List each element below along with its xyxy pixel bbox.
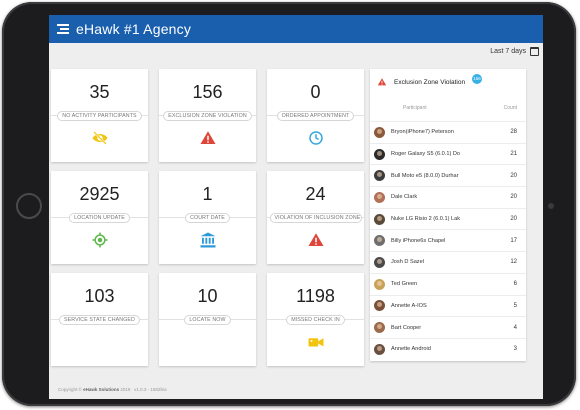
avatar xyxy=(374,191,385,203)
list-item[interactable]: Bull Moto e5 (8.0.0) Durhar 20 xyxy=(370,164,526,186)
card-location-update[interactable]: 2925 LOCATION UPDATE xyxy=(51,171,148,264)
copyright-text: Copyright © xyxy=(58,387,82,392)
card-label: LOCATE NOW xyxy=(184,315,231,325)
card-value: 0 xyxy=(310,82,321,102)
panel-title: Exclusion Zone Violation xyxy=(394,78,466,86)
list-item[interactable]: Nuke LG Risio 2 (6.0.1) Lak 20 xyxy=(370,207,526,230)
date-range-label: Last 7 days xyxy=(490,48,526,55)
exclusion-zone-panel: Exclusion Zone Violation 156 Participant… xyxy=(370,69,526,361)
card-label: COURT DATE xyxy=(185,213,230,223)
card-value: 2925 xyxy=(79,184,120,204)
avatar xyxy=(374,343,385,355)
card-exclusion-zone-violation[interactable]: 156 EXCLUSION ZONE VIOLATION xyxy=(159,69,256,162)
list-item[interactable]: Roger Galaxy S5 (6.0.1) Do 21 xyxy=(370,142,526,165)
list-item[interactable]: Dale Clark 20 xyxy=(370,186,526,208)
avatar xyxy=(374,322,385,334)
list-item[interactable]: Josh D Sazel 12 xyxy=(370,251,526,273)
list-item[interactable]: Bryon(iPhone7) Peterson 28 xyxy=(370,121,526,143)
list-item[interactable]: Annette Android 3 xyxy=(370,337,526,360)
card-label: LOCATION UPDATE xyxy=(69,213,130,223)
video-camera-icon xyxy=(308,338,323,347)
card-label: MISSED CHECK IN xyxy=(286,315,345,325)
list-item[interactable]: Annette A-IOS 5 xyxy=(370,294,526,317)
column-header-participant: Participant xyxy=(403,105,427,111)
card-violation-of-inclusion-zone[interactable]: 24 VIOLATION OF INCLUSION ZONE xyxy=(267,171,364,264)
list-item[interactable]: Bart Cooper 4 xyxy=(370,316,526,338)
panel-header: Exclusion Zone Violation 156 xyxy=(377,74,482,87)
card-missed-check-in[interactable]: 1198 MISSED CHECK IN xyxy=(267,273,364,366)
card-value: 1198 xyxy=(296,286,335,306)
version-text: v1.0.3 - 1582fea xyxy=(134,387,167,392)
footer: Copyright © eHawk Solutions 2019 v1.0.3 … xyxy=(58,387,167,392)
clock-icon xyxy=(308,131,323,145)
menu-icon[interactable] xyxy=(57,24,69,34)
app-title: eHawk #1 Agency xyxy=(76,21,192,37)
card-value: 35 xyxy=(89,82,110,102)
avatar xyxy=(374,170,385,182)
gps-target-icon xyxy=(92,232,107,248)
avatar xyxy=(374,300,385,312)
company-name: eHawk Solutions xyxy=(83,387,120,392)
home-button[interactable] xyxy=(16,193,42,219)
tablet-frame: eHawk #1 Agency Last 7 days 35 NO ACTIVI… xyxy=(2,2,576,406)
visibility-off-icon xyxy=(92,131,107,145)
count-badge: 156 xyxy=(472,74,482,84)
card-label: NO ACTIVITY PARTICIPANTS xyxy=(57,111,142,121)
card-service-state-changed[interactable]: 103 SERVICE STATE CHANGED xyxy=(51,273,148,366)
card-locate-now[interactable]: 10 LOCATE NOW xyxy=(159,273,256,366)
warning-icon xyxy=(377,78,387,86)
avatar xyxy=(374,213,385,225)
app-bar: eHawk #1 Agency xyxy=(49,15,543,43)
card-court-date[interactable]: 1 COURT DATE xyxy=(159,171,256,264)
copyright-year: 2019 xyxy=(120,387,131,392)
avatar xyxy=(374,126,385,138)
avatar xyxy=(374,148,385,160)
card-label: SERVICE STATE CHANGED xyxy=(59,315,140,325)
card-label: EXCLUSION ZONE VIOLATION xyxy=(163,111,252,121)
card-value: 10 xyxy=(197,286,218,306)
warning-icon xyxy=(200,131,215,144)
warning-icon xyxy=(308,233,323,246)
avatar xyxy=(374,235,385,247)
camera-lens xyxy=(548,203,554,209)
list-item[interactable]: Ted Green 6 xyxy=(370,272,526,295)
column-header-count: Count xyxy=(503,105,517,111)
app-screen: eHawk #1 Agency Last 7 days 35 NO ACTIVI… xyxy=(49,15,543,399)
courthouse-icon xyxy=(200,232,215,248)
list-item[interactable]: Billy iPhone6s Chapel 17 xyxy=(370,229,526,251)
calendar-icon[interactable] xyxy=(530,47,539,56)
participant-list: Bryon(iPhone7) Peterson 28 Roger Galaxy … xyxy=(370,121,526,360)
card-value: 1 xyxy=(202,184,213,204)
date-range-picker[interactable]: Last 7 days xyxy=(490,47,539,56)
card-label: VIOLATION OF INCLUSION ZONE xyxy=(269,213,362,223)
card-label: ORDERED APPOINTMENT xyxy=(276,111,355,121)
avatar xyxy=(374,278,385,290)
card-value: 24 xyxy=(305,184,326,204)
card-value: 156 xyxy=(192,82,223,102)
card-ordered-appointment[interactable]: 0 ORDERED APPOINTMENT xyxy=(267,69,364,162)
card-value: 103 xyxy=(84,286,115,306)
card-no-activity-participants[interactable]: 35 NO ACTIVITY PARTICIPANTS xyxy=(51,69,148,162)
avatar xyxy=(374,256,385,268)
